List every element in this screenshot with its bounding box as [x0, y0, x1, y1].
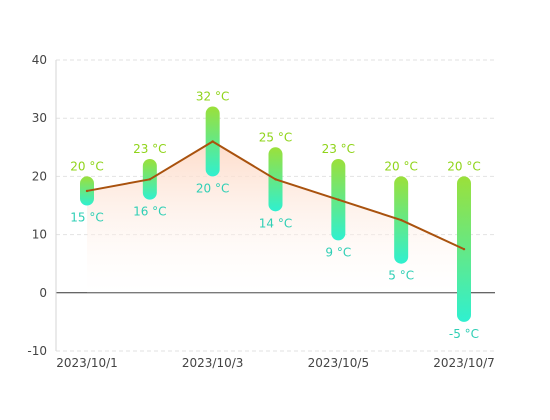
trend-line	[85, 140, 466, 251]
line-point	[462, 247, 466, 251]
y-tick-label: 10	[32, 228, 47, 242]
line-area-fill	[87, 141, 464, 293]
low-value-label: 15 °C	[70, 211, 103, 225]
y-tick-label: 30	[32, 111, 47, 125]
high-value-label: 25 °C	[259, 130, 292, 144]
line-point	[399, 218, 403, 222]
y-tick-label: 20	[32, 169, 47, 183]
low-value-label: -5 °C	[449, 327, 479, 341]
high-value-label: 20 °C	[384, 159, 417, 173]
line-point	[85, 189, 89, 193]
high-value-label: 20 °C	[447, 159, 480, 173]
low-value-label: 14 °C	[259, 216, 292, 230]
high-value-label: 20 °C	[70, 159, 103, 173]
low-value-label: 16 °C	[133, 205, 166, 219]
y-tick-label: 40	[32, 53, 47, 67]
high-value-label: 32 °C	[196, 90, 229, 104]
y-tick-label: 0	[39, 286, 47, 300]
high-value-label: 23 °C	[322, 142, 355, 156]
low-value-label: 9 °C	[325, 245, 351, 259]
y-axis: -10 0 10 20 30 40	[27, 53, 57, 358]
high-value-label: 23 °C	[133, 142, 166, 156]
line-point	[148, 178, 152, 181]
x-tick-label: 2023/10/5	[308, 356, 370, 370]
low-value-label: 20 °C	[196, 181, 229, 195]
low-value-label: 5 °C	[388, 269, 414, 283]
x-tick-label: 2023/10/1	[56, 356, 118, 370]
y-tick-label: -10	[27, 344, 47, 358]
x-axis: 2023/10/1 2023/10/3 2023/10/5 2023/10/7	[56, 356, 495, 370]
line-area	[87, 141, 464, 293]
x-tick-label: 2023/10/3	[182, 356, 244, 370]
line-point	[337, 198, 340, 201]
x-tick-label: 2023/10/7	[433, 356, 495, 370]
line-point	[274, 178, 277, 181]
data-labels: 20 °C 15 °C 23 °C 16 °C 32 °C 20 °C 25 °C 14 °C…	[70, 90, 480, 341]
line-point	[211, 140, 214, 143]
